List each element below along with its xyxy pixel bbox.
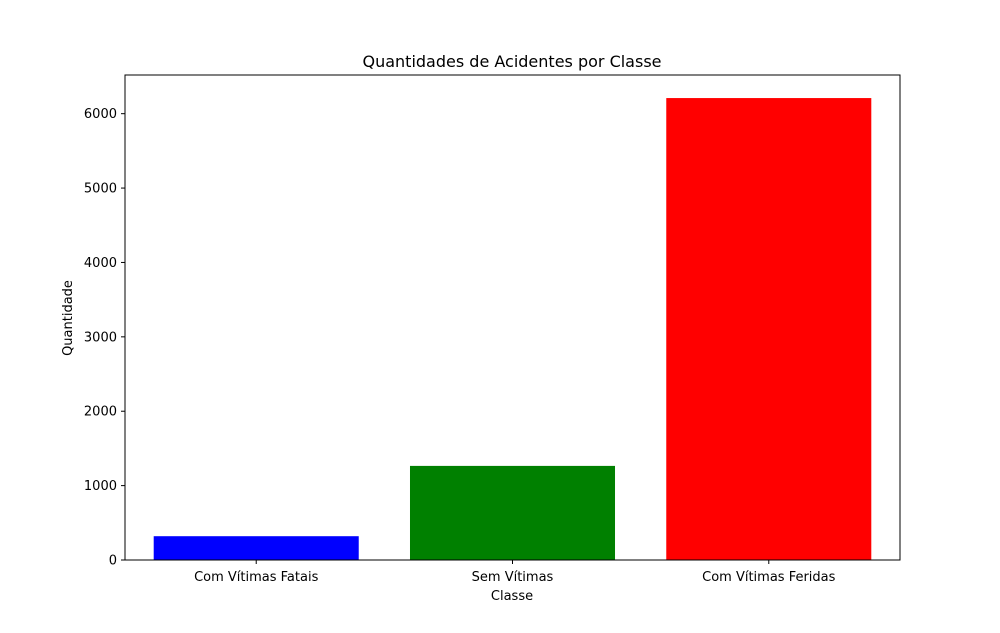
x-tick-label: Sem Vítimas xyxy=(472,570,554,585)
y-tick-label: 2000 xyxy=(84,405,117,420)
x-tick-label: Com Vítimas Fatais xyxy=(194,570,319,585)
y-tick-label: 3000 xyxy=(84,330,117,345)
bar-1 xyxy=(409,465,616,560)
y-tick-label: 0 xyxy=(109,554,117,569)
y-tick-label: 5000 xyxy=(84,182,117,197)
x-axis: Com Vítimas Fatais Sem Vítimas Com Vítimas… xyxy=(194,560,836,585)
x-tick-label: Com Vítimas Feridas xyxy=(702,570,836,585)
y-tick-label: 6000 xyxy=(84,107,117,122)
chart-title: Quantidades de Acidentes por Classe xyxy=(363,52,662,71)
y-axis: 0 1000 2000 3000 4000 5000 6000 xyxy=(84,107,125,569)
x-axis-label: Classe xyxy=(491,589,533,604)
y-tick-label: 4000 xyxy=(84,256,117,271)
bar-0 xyxy=(153,536,359,560)
y-axis-label: Quantidade xyxy=(61,280,76,356)
y-tick-label: 1000 xyxy=(84,479,117,494)
bars-group xyxy=(153,98,872,560)
bar-2 xyxy=(666,98,872,560)
